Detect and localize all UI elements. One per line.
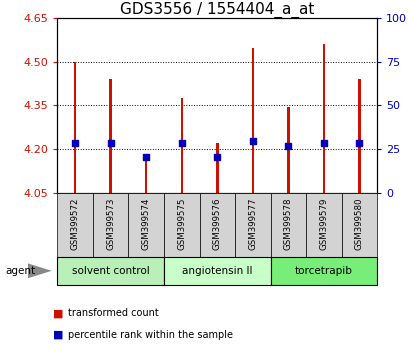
Point (213, 154, 220, 160)
FancyBboxPatch shape (270, 257, 376, 285)
Point (178, 140, 184, 146)
Bar (180, 98, 182, 193)
Text: GSM399575: GSM399575 (177, 197, 186, 250)
Bar (357, 79, 360, 193)
FancyBboxPatch shape (93, 193, 128, 257)
Bar (74, 62, 76, 193)
Text: transformed count: transformed count (67, 308, 158, 318)
FancyBboxPatch shape (128, 193, 164, 257)
Point (284, 143, 291, 148)
Text: GSM399577: GSM399577 (248, 197, 257, 250)
Point (143, 154, 149, 160)
Text: GSM399576: GSM399576 (212, 197, 221, 250)
FancyBboxPatch shape (57, 257, 164, 285)
FancyBboxPatch shape (164, 257, 270, 285)
Text: solvent control: solvent control (72, 266, 149, 276)
Text: ■: ■ (53, 330, 64, 339)
FancyBboxPatch shape (164, 193, 199, 257)
FancyBboxPatch shape (199, 193, 234, 257)
Text: GSM399578: GSM399578 (283, 197, 292, 250)
Text: torcetrapib: torcetrapib (294, 266, 352, 276)
Bar (145, 155, 147, 193)
Point (249, 138, 256, 144)
Text: percentile rank within the sample: percentile rank within the sample (67, 330, 232, 339)
Point (72, 140, 78, 146)
Bar (286, 107, 289, 193)
Bar (216, 143, 218, 193)
FancyBboxPatch shape (57, 193, 93, 257)
FancyBboxPatch shape (341, 193, 376, 257)
Text: agent: agent (5, 266, 35, 276)
Point (320, 140, 326, 146)
Text: GSM399573: GSM399573 (106, 197, 115, 250)
Bar (109, 79, 112, 193)
Text: angiotensin II: angiotensin II (182, 266, 252, 276)
Bar (322, 44, 324, 193)
FancyBboxPatch shape (270, 193, 306, 257)
Title: GDS3556 / 1554404_a_at: GDS3556 / 1554404_a_at (120, 1, 314, 18)
Text: ■: ■ (53, 308, 64, 318)
Text: GSM399572: GSM399572 (70, 197, 79, 250)
Text: GSM399574: GSM399574 (142, 197, 151, 250)
FancyBboxPatch shape (234, 193, 270, 257)
Point (107, 140, 114, 146)
Text: GSM399579: GSM399579 (319, 197, 328, 250)
FancyBboxPatch shape (306, 193, 341, 257)
Polygon shape (28, 263, 52, 278)
Point (355, 140, 362, 146)
Text: GSM399580: GSM399580 (354, 197, 363, 250)
Bar (251, 48, 254, 193)
